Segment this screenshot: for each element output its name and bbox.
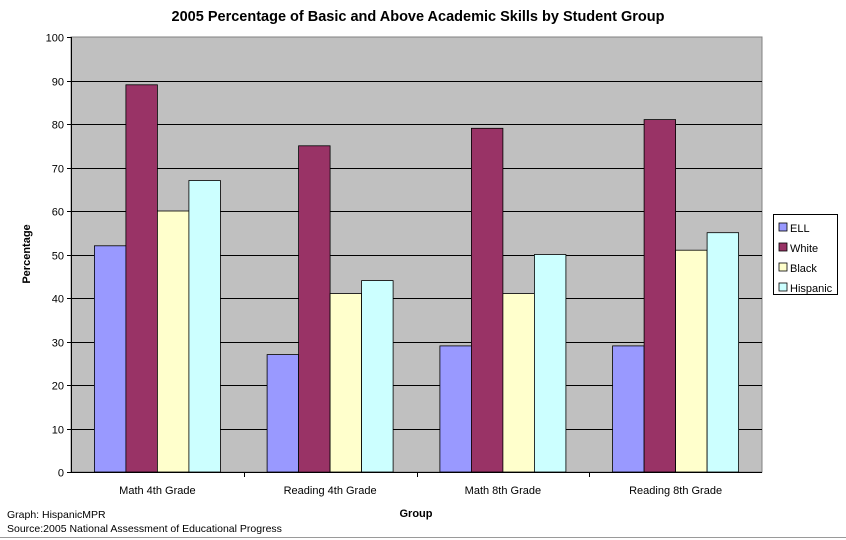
bar-black-2	[329, 293, 363, 473]
plot-area: 0 10 20 30 40 50 60 70 80 90 100 Math 4th Grade Read…	[46, 33, 763, 497]
bar-hispanic-4	[706, 232, 739, 473]
bar-hispanic-1	[188, 180, 221, 473]
legend-swatch-ell	[778, 222, 788, 232]
divider	[0, 537, 846, 538]
legend-label-black: Black	[790, 263, 817, 275]
bar-black-4	[675, 249, 708, 473]
bar-white-2	[298, 145, 331, 473]
legend-swatch-hispanic	[778, 282, 788, 292]
bar-black-3	[502, 293, 535, 473]
y-tick-label: 40	[52, 294, 64, 306]
legend-label-ell: ELL	[790, 223, 810, 235]
y-tick-label: 20	[52, 381, 64, 393]
y-tick-label: 50	[52, 251, 64, 263]
bar-hispanic-2	[361, 280, 394, 473]
legend-swatch-white	[778, 242, 788, 252]
chart-title: 2005 Percentage of Basic and Above Acade…	[172, 9, 665, 25]
y-tick-label: 60	[52, 207, 64, 219]
legend-label-hispanic: Hispanic	[790, 283, 833, 295]
legend-swatch-black	[778, 262, 788, 272]
bar-ell-1	[94, 245, 127, 473]
x-tick-label: Reading 4th Grade	[284, 485, 377, 497]
y-tick-label: 100	[46, 33, 64, 45]
bar-white-4	[643, 119, 676, 473]
y-tick-label: 0	[58, 468, 64, 480]
bar-ell-4	[612, 345, 645, 473]
bar-white-1	[125, 84, 158, 473]
x-tick-label: Math 4th Grade	[119, 485, 195, 497]
x-tick-label: Reading 8th Grade	[629, 485, 722, 497]
graph-credit: Graph: HispanicMPR	[7, 509, 106, 521]
y-axis-title: Percentage	[21, 224, 33, 283]
bar-hispanic-3	[534, 254, 567, 473]
bar-black-1	[156, 210, 190, 473]
x-tick-label: Math 8th Grade	[465, 485, 541, 497]
y-tick-label: 30	[52, 338, 64, 350]
y-tick-label: 70	[52, 164, 64, 176]
bar-ell-2	[266, 354, 300, 473]
legend-label-white: White	[790, 243, 818, 255]
legend: ELL White Black Hispanic	[773, 214, 838, 295]
bar-ell-3	[439, 345, 472, 473]
y-tick-label: 10	[52, 425, 64, 437]
y-tick-label: 80	[52, 120, 64, 132]
x-axis-title: Group	[400, 508, 433, 520]
bar-white-3	[470, 127, 504, 473]
source-credit: Source:2005 National Assessment of Educa…	[7, 523, 282, 535]
y-tick-label: 90	[52, 77, 64, 89]
